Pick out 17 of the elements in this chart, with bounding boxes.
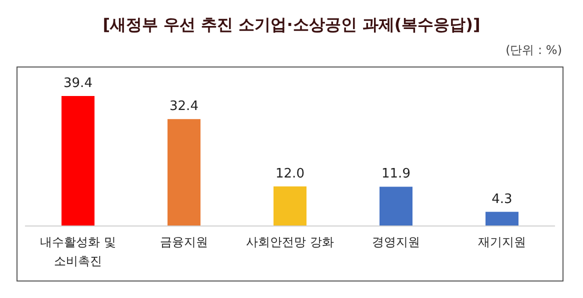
data-label: 12.0 — [276, 166, 304, 182]
x-tick-label: 경영지원 — [372, 235, 420, 249]
bar — [62, 96, 94, 226]
bar — [274, 186, 306, 226]
data-label: 32.4 — [170, 99, 198, 114]
x-tick-label: 금융지원 — [160, 235, 208, 249]
bar — [486, 212, 518, 226]
data-label: 11.9 — [382, 166, 410, 182]
bar — [380, 186, 412, 226]
x-tick-label: 내수활성화 및 소비촉진 — [40, 235, 116, 268]
bar — [168, 119, 200, 226]
chart-title: [새정부 우선 추진 소기업·소상공인 과제(복수응답)] — [102, 15, 480, 34]
x-tick-label: 재기지원 — [478, 235, 526, 249]
x-tick-label: 사회안전망 강화 — [246, 235, 334, 249]
data-label: 4.3 — [492, 192, 512, 207]
text: (단위 : %) — [506, 43, 562, 57]
data-label: 39.4 — [64, 76, 92, 91]
